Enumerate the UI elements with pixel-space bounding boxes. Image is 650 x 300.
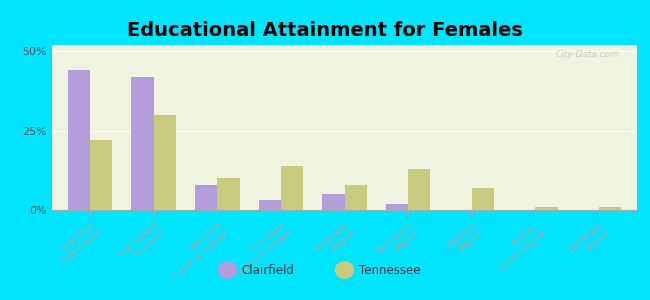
Bar: [68, 70, 90, 210]
Bar: [217, 178, 240, 210]
Bar: [386, 204, 408, 210]
Bar: [472, 188, 494, 210]
Bar: [259, 200, 281, 210]
Text: City-Data.com: City-Data.com: [556, 50, 619, 59]
Bar: [599, 207, 621, 210]
Bar: [535, 207, 558, 210]
Bar: [90, 140, 112, 210]
Bar: [408, 169, 430, 210]
Text: Tennessee: Tennessee: [359, 263, 421, 277]
Bar: [195, 184, 217, 210]
Text: Educational Attainment for Females: Educational Attainment for Females: [127, 21, 523, 40]
Bar: [154, 115, 176, 210]
Bar: [131, 77, 154, 210]
Bar: [322, 194, 344, 210]
Bar: [281, 166, 303, 210]
Bar: [344, 184, 367, 210]
Text: Clairfield: Clairfield: [242, 263, 294, 277]
